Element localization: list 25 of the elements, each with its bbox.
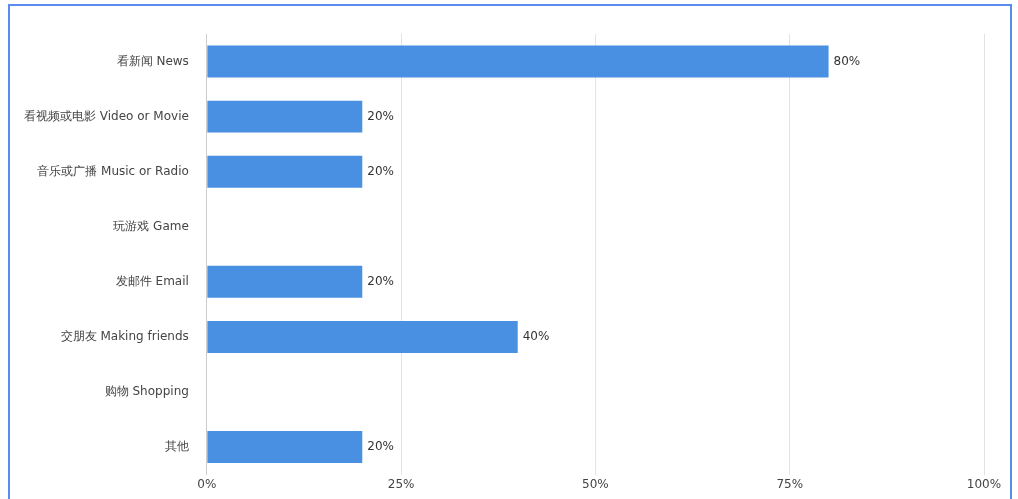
data-label: 20% <box>367 108 394 123</box>
y-tick-label: 看新闻 News <box>116 53 189 68</box>
x-tick-label: 100% <box>966 476 1002 491</box>
bar <box>207 45 829 78</box>
bar <box>207 320 518 353</box>
data-label: 20% <box>367 273 394 288</box>
y-tick-label: 发邮件 Email <box>115 273 189 288</box>
y-tick-label: 玩游戏 Game <box>113 218 189 233</box>
y-tick-label: 交朋友 Making friends <box>60 329 189 344</box>
bar <box>207 100 363 133</box>
y-tick-label: 购物 Shopping <box>104 384 189 399</box>
y-tick-label: 音乐或广播 Music or Radio <box>37 163 189 178</box>
y-tick-label: 看视频或电影 Video or Movie <box>23 108 189 123</box>
x-tick-label: 25% <box>387 476 415 491</box>
data-label: 20% <box>367 439 394 454</box>
y-tick-label: 其他 <box>164 439 189 454</box>
x-tick-label: 0% <box>197 476 217 491</box>
data-label: 40% <box>522 329 550 344</box>
bar <box>207 155 363 188</box>
bar <box>207 265 363 298</box>
data-label: 20% <box>367 163 394 178</box>
x-tick-label: 50% <box>582 476 609 491</box>
bar <box>207 431 363 464</box>
x-tick-label: 75% <box>776 476 804 491</box>
data-label: 80% <box>833 53 861 68</box>
